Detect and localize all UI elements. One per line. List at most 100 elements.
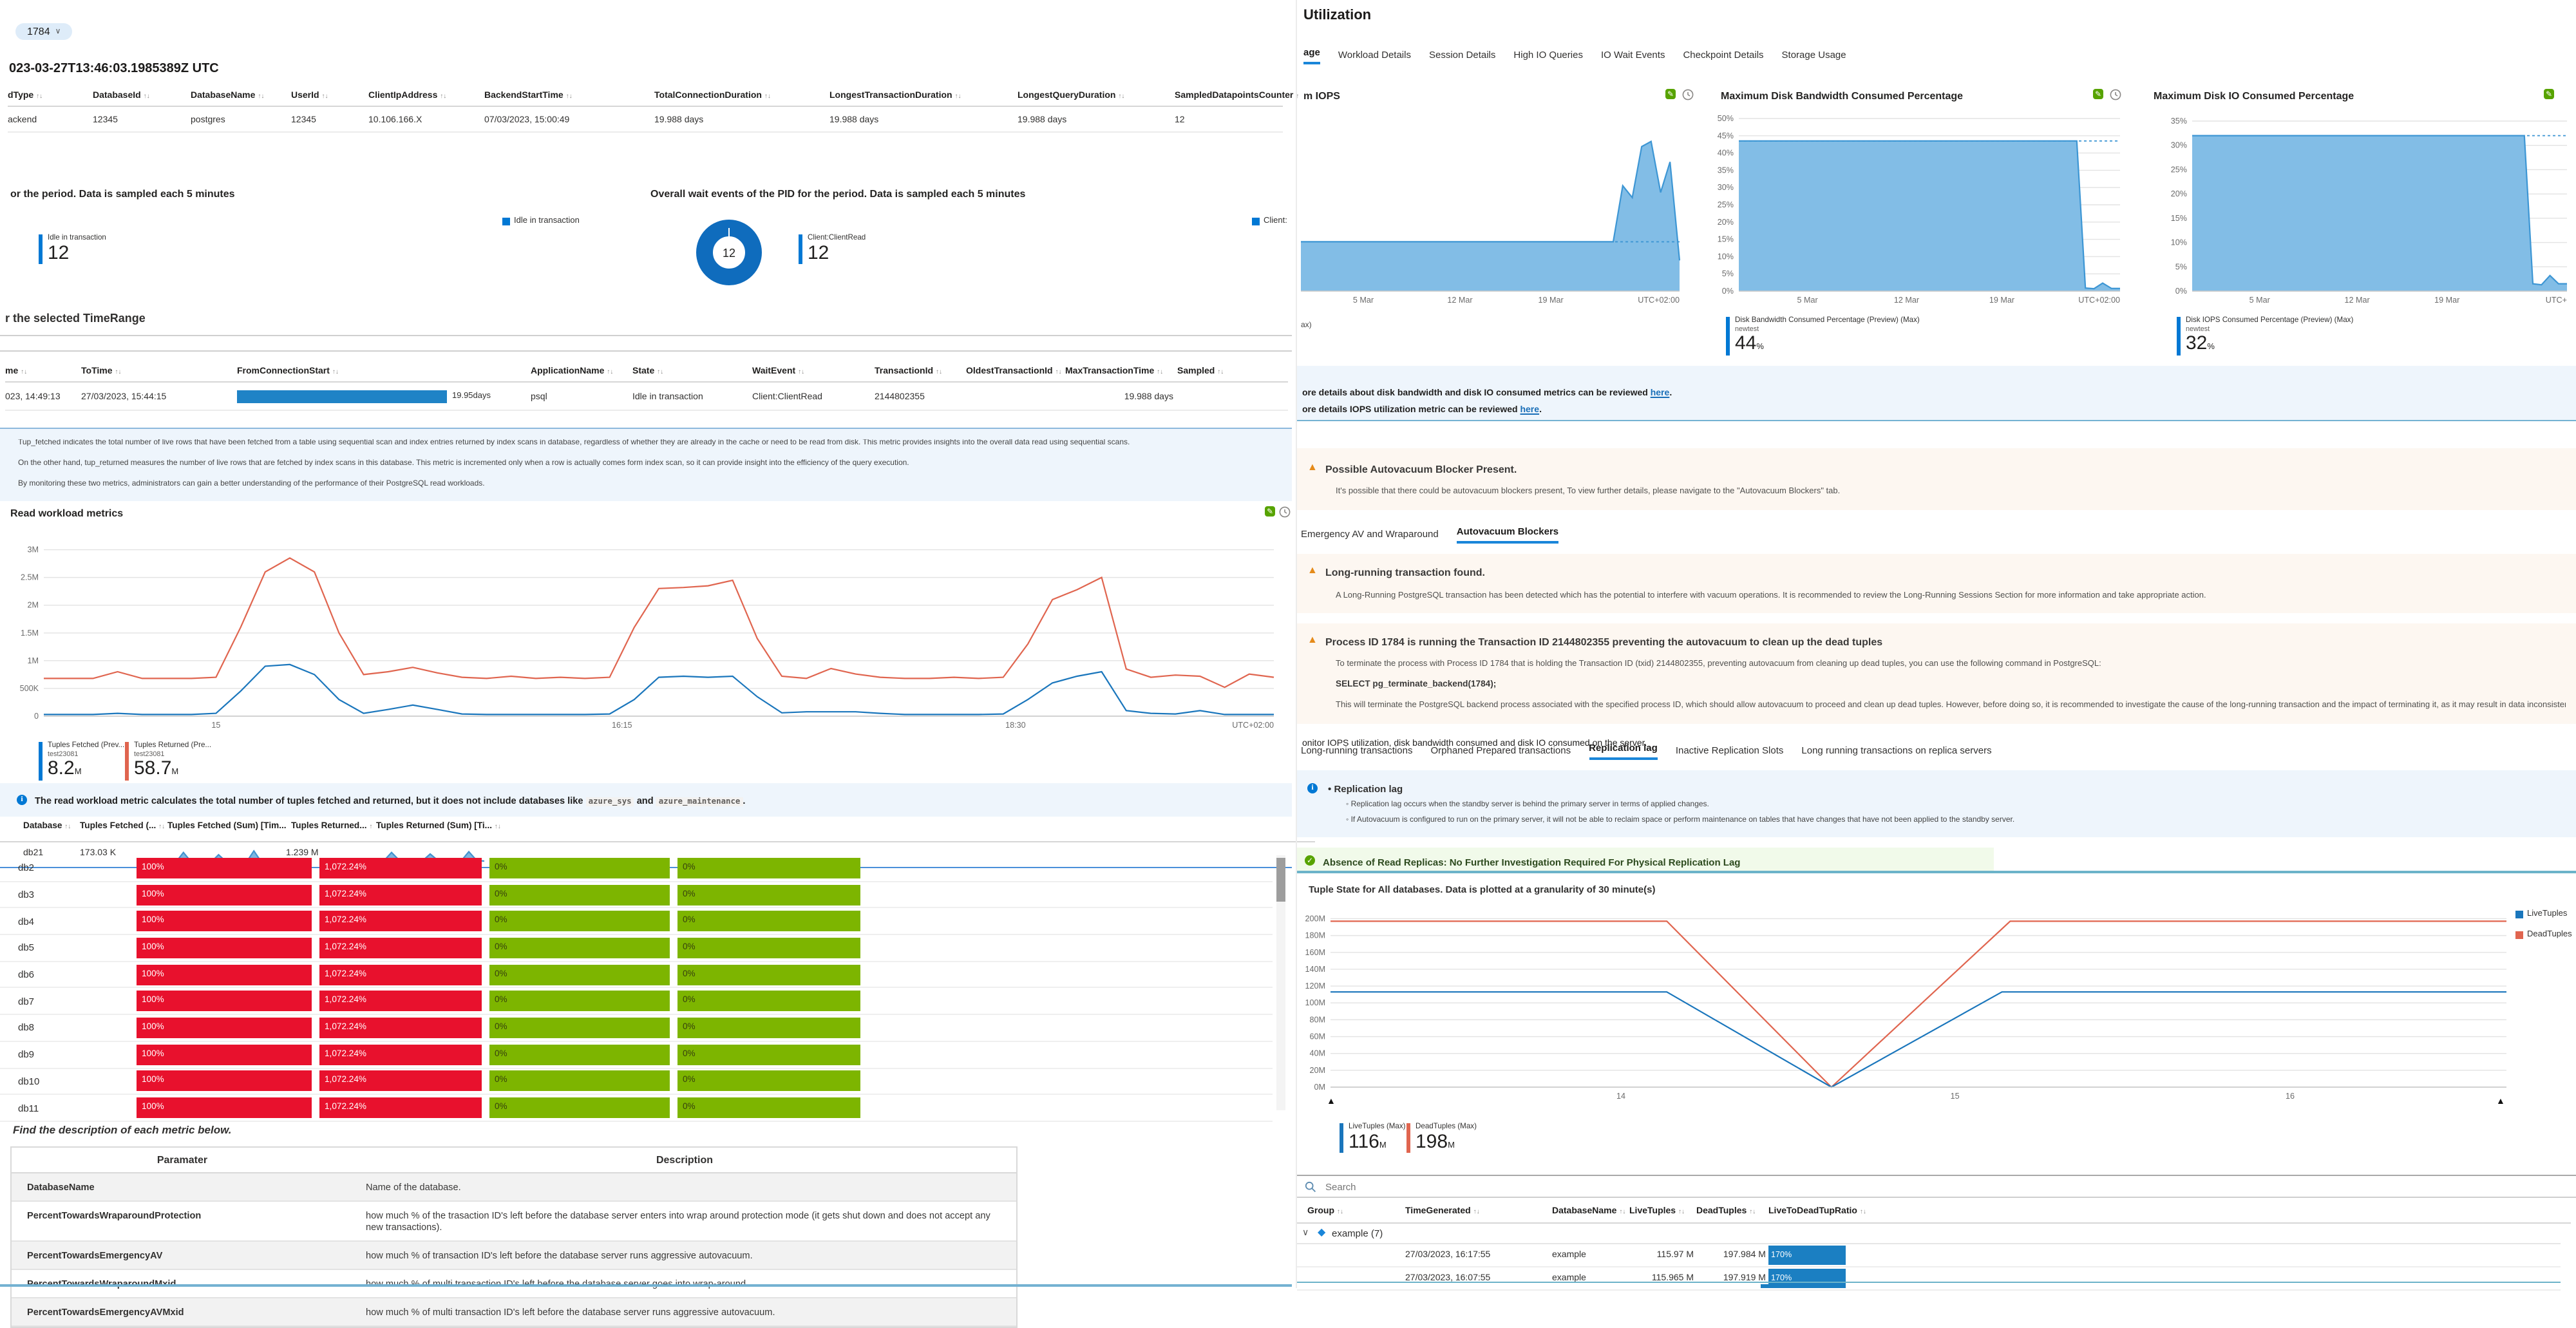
dead-tuples-legend[interactable]: DeadTuples: [2515, 930, 2572, 939]
column-header[interactable]: Tuples Returned (Sum) [Ti... ↑↓: [376, 822, 501, 831]
tab-inactive-replication-slots[interactable]: Inactive Replication Slots: [1675, 745, 1784, 756]
clock-icon[interactable]: [1682, 89, 1694, 100]
column-header[interactable]: MaxTransactionTime ↑↓: [1065, 366, 1164, 375]
wraparound-table-row[interactable]: db7 100% 1,072.24% 0% 0%: [0, 989, 1273, 1016]
tuple-table-row[interactable]: 27/03/2023, 16:07:55 example 115.965 M 1…: [1297, 1267, 2561, 1291]
column-header[interactable]: ClientIpAddress ↑↓: [368, 91, 447, 100]
tab-emergency-av-wraparound[interactable]: Emergency AV and Wraparound: [1301, 528, 1439, 540]
column-header[interactable]: State ↑↓: [632, 366, 664, 375]
brush-handle-left[interactable]: ▲: [1327, 1097, 1336, 1106]
db-table-header: Database ↑↓ Tuples Fetched (... ↑↓ Tuples …: [0, 822, 1315, 842]
svg-text:25%: 25%: [1718, 200, 1734, 209]
workbook-annotation-icon[interactable]: ✎: [1265, 506, 1275, 517]
column-header[interactable]: Tuples Fetched (... ↑↓: [80, 822, 165, 831]
note-paragraph: By monitoring these two metrics, adminis…: [18, 480, 485, 488]
wraparound-table-row[interactable]: db2 100% 1,072.24% 0% 0%: [0, 855, 1273, 882]
live-tuples-legend[interactable]: LiveTuples: [2515, 909, 2567, 918]
wraparound-table-row[interactable]: db8 100% 1,072.24% 0% 0%: [0, 1015, 1273, 1042]
tab-usage[interactable]: age: [1303, 46, 1320, 64]
column-header[interactable]: me ↑↓: [5, 366, 28, 375]
svg-text:UTC+02:00: UTC+02:00: [2078, 296, 2120, 305]
wraparound-table-row[interactable]: db11 100% 1,072.24% 0% 0%: [0, 1095, 1273, 1122]
chevron-down-icon[interactable]: ∨: [1302, 1229, 1309, 1238]
workbook-annotation-icon[interactable]: ✎: [2544, 89, 2554, 99]
column-header[interactable]: Tuples Returned... ↑↓: [291, 822, 374, 831]
svg-text:35%: 35%: [1718, 166, 1734, 175]
tab-high-io-queries[interactable]: High IO Queries: [1513, 49, 1583, 61]
description-cell: Name of the database.: [366, 1181, 461, 1193]
wraparound-table-row[interactable]: db6 100% 1,072.24% 0% 0%: [0, 962, 1273, 989]
column-header[interactable]: DatabaseId ↑↓: [93, 91, 150, 100]
clock-icon[interactable]: [1279, 506, 1291, 518]
wraparound-table-row[interactable]: db3 100% 1,072.24% 0% 0%: [0, 882, 1273, 909]
workbook-annotation-icon[interactable]: ✎: [2093, 89, 2103, 99]
pct-emergency-av-cell: 1,072.24%: [319, 991, 482, 1012]
scrollbar-track[interactable]: [1276, 855, 1285, 1110]
column-header[interactable]: TimeGenerated ↑↓: [1405, 1207, 1480, 1216]
column-header[interactable]: SampledDatapointsCounter ↑↓: [1175, 91, 1298, 100]
column-header[interactable]: LongestTransactionDuration ↑↓: [829, 91, 961, 100]
column-header[interactable]: Tuples Fetched (Sum) [Tim... ↑↓: [167, 822, 287, 831]
workbook-annotation-icon[interactable]: ✎: [1665, 89, 1676, 99]
search-icon: [1305, 1181, 1316, 1192]
column-header[interactable]: ToTime ↑↓: [81, 366, 122, 375]
wraparound-table-row[interactable]: db10 100% 1,072.24% 0% 0%: [0, 1068, 1273, 1096]
column-header[interactable]: Group ↑↓: [1307, 1207, 1343, 1216]
tab-long-running-transactions[interactable]: Long-running transactions: [1301, 745, 1413, 756]
column-header[interactable]: OldestTransactionId ↑↓: [966, 366, 1061, 375]
here-link[interactable]: here: [1650, 389, 1670, 398]
tab-replication-lag[interactable]: Replication lag: [1589, 742, 1658, 760]
tab-io-wait-events[interactable]: IO Wait Events: [1600, 49, 1665, 61]
wraparound-table-row[interactable]: db4 100% 1,072.24% 0% 0%: [0, 909, 1273, 936]
pct-emergency-av-cell: 1,072.24%: [319, 964, 482, 985]
warning-body: This will terminate the PostgreSQL backe…: [1336, 701, 2566, 710]
tab-long-running-replica[interactable]: Long running transactions on replica ser…: [1801, 745, 1992, 756]
wraparound-table-row[interactable]: db9 100% 1,072.24% 0% 0%: [0, 1042, 1273, 1068]
pct-wraparound-protection-cell: 100%: [137, 884, 312, 906]
search-input[interactable]: [1323, 1179, 1586, 1193]
column-header[interactable]: DeadTuples ↑↓: [1696, 1207, 1756, 1216]
column-header[interactable]: LiveToDeadTupRatio ↑↓: [1768, 1207, 1866, 1216]
tab-autovacuum-blockers[interactable]: Autovacuum Blockers: [1456, 526, 1559, 544]
tuple-table-row[interactable]: 27/03/2023, 16:17:55 example 115.97 M 19…: [1297, 1244, 2561, 1267]
column-header[interactable]: FromConnectionStart ↑↓: [237, 366, 339, 375]
tab-checkpoint-details[interactable]: Checkpoint Details: [1683, 49, 1764, 61]
column-header[interactable]: TotalConnectionDuration ↑↓: [654, 91, 771, 100]
here-link[interactable]: here: [1520, 406, 1540, 415]
column-header[interactable]: UserId ↑↓: [291, 91, 328, 100]
column-header[interactable]: DatabaseName ↑↓: [191, 91, 265, 100]
legend-swatch-icon: [1252, 217, 1260, 225]
svg-text:60M: 60M: [1310, 1032, 1326, 1041]
search-bar[interactable]: [1297, 1175, 2576, 1198]
scrollbar-thumb[interactable]: [1276, 858, 1285, 902]
legend-swatch-icon: [502, 217, 510, 225]
column-header[interactable]: dType ↑↓: [8, 91, 43, 100]
tab-orphaned-prepared-transactions[interactable]: Orphaned Prepared transactions: [1430, 745, 1571, 756]
column-header[interactable]: LongestQueryDuration ↑↓: [1018, 91, 1125, 100]
column-header[interactable]: Sampled ↑↓: [1177, 366, 1224, 375]
column-header[interactable]: BackendStartTime ↑↓: [484, 91, 573, 100]
connection-table-row[interactable]: ackend 12345 postgres 12345 10.106.166.X 07/0…: [8, 108, 1283, 133]
wraparound-table-row[interactable]: db5 100% 1,072.24% 0% 0%: [0, 935, 1273, 962]
column-header[interactable]: DatabaseName ↑↓: [1552, 1207, 1626, 1216]
code-azure-sys: azure_sys: [585, 797, 634, 806]
column-header[interactable]: Database ↑↓: [23, 822, 71, 831]
column-header[interactable]: TransactionId ↑↓: [875, 366, 942, 375]
column-header[interactable]: LiveTuples ↑↓: [1629, 1207, 1685, 1216]
column-header[interactable]: ApplicationName ↑↓: [531, 366, 614, 375]
clock-icon[interactable]: [2110, 89, 2121, 100]
connection-table-header: dType ↑↓ DatabaseId ↑↓ DatabaseName ↑↓ User…: [8, 85, 1298, 107]
tab-storage-usage[interactable]: Storage Usage: [1781, 49, 1846, 61]
svg-text:40%: 40%: [1718, 149, 1734, 158]
pct-emergency-av-mxid-cell: 0%: [677, 1097, 860, 1119]
pid-filter-pill[interactable]: 1784 ∨: [15, 18, 73, 41]
tab-workload-details[interactable]: Workload Details: [1338, 49, 1411, 61]
tab-session-details[interactable]: Session Details: [1429, 49, 1496, 61]
svg-text:19 Mar: 19 Mar: [2434, 296, 2459, 305]
session-table-row[interactable]: 023, 14:49:13 27/03/2023, 15:44:15 19.95…: [5, 384, 1288, 411]
tuple-table-group-row[interactable]: ∨ ◆ example (7): [1297, 1224, 2561, 1244]
cell: 12345: [291, 115, 316, 124]
column-header[interactable]: WaitEvent ↑↓: [752, 366, 805, 375]
brush-handle-right[interactable]: ▲: [2496, 1097, 2505, 1106]
duration-bar: [237, 390, 447, 403]
